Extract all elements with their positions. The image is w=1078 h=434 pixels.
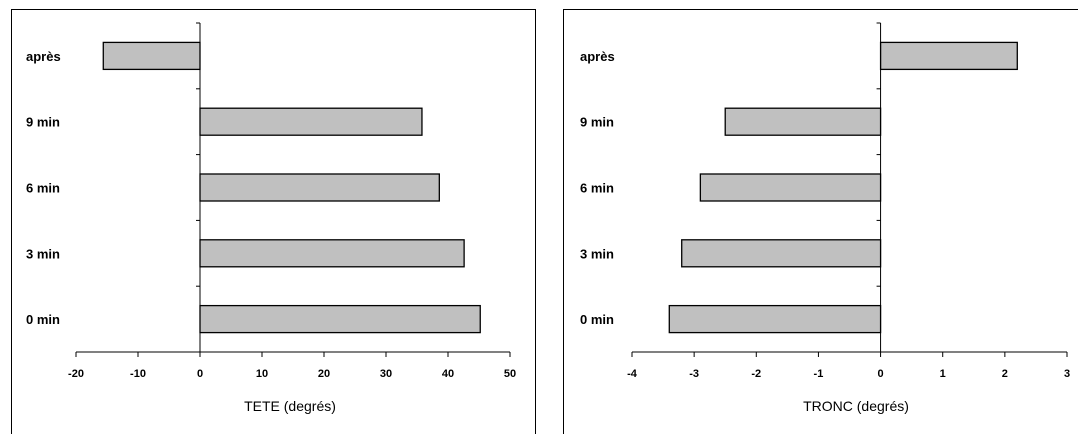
bar	[199, 239, 465, 268]
bar	[199, 173, 440, 202]
chart-frame	[11, 9, 536, 434]
x-tick-label: 3	[1064, 368, 1070, 380]
x-tick-label: -3	[689, 368, 699, 380]
x-tick-label: -20	[68, 368, 84, 380]
x-tick-label: 0	[197, 368, 203, 380]
chart-panel-tete: TETE (degrés) 0 min 3 min 6 min 9 min après -…	[11, 9, 536, 434]
x-tick-label: -10	[130, 368, 146, 380]
bar	[699, 173, 882, 202]
bar	[199, 304, 481, 334]
chart-panel-tronc: TRONC (degrés) 0 min 3 min 6 min 9 min après…	[563, 0, 1078, 434]
category-label: 9 min	[26, 115, 60, 130]
bar	[102, 41, 201, 71]
x-tick-label: 1	[940, 368, 946, 380]
category-label: 6 min	[26, 181, 60, 196]
category-label: 3 min	[580, 246, 614, 261]
x-tick-label: 50	[504, 368, 516, 380]
tete-chart: TETE (degrés) 0 min 3 min 6 min 9 min après -…	[11, 9, 536, 434]
category-label: 9 min	[580, 115, 614, 130]
category-label: 0 min	[580, 312, 614, 327]
x-axis-label: TETE (degrés)	[244, 398, 336, 414]
x-axis-label: TRONC (degrés)	[803, 398, 909, 414]
x-tick-label: 0	[878, 368, 884, 380]
bar	[199, 107, 423, 136]
category-label: après	[26, 49, 61, 64]
bar	[724, 107, 882, 136]
x-tick-label: -4	[627, 368, 638, 380]
x-tick-label: 2	[1002, 368, 1008, 380]
x-tick-label: -1	[814, 368, 824, 380]
tronc-chart: TRONC (degrés) 0 min 3 min 6 min 9 min après…	[563, 9, 1078, 434]
category-label: 0 min	[26, 312, 60, 327]
x-tick-label: 20	[318, 368, 330, 380]
category-label: 3 min	[26, 246, 60, 261]
bar	[668, 304, 882, 334]
bar	[879, 41, 1018, 71]
bar	[681, 239, 882, 268]
x-tick-label: 30	[380, 368, 392, 380]
x-tick-label: 10	[256, 368, 268, 380]
x-tick-label: 40	[442, 368, 454, 380]
chart-frame	[563, 9, 1078, 434]
x-tick-label: -2	[751, 368, 761, 380]
category-label: après	[580, 49, 615, 64]
category-label: 6 min	[580, 181, 614, 196]
